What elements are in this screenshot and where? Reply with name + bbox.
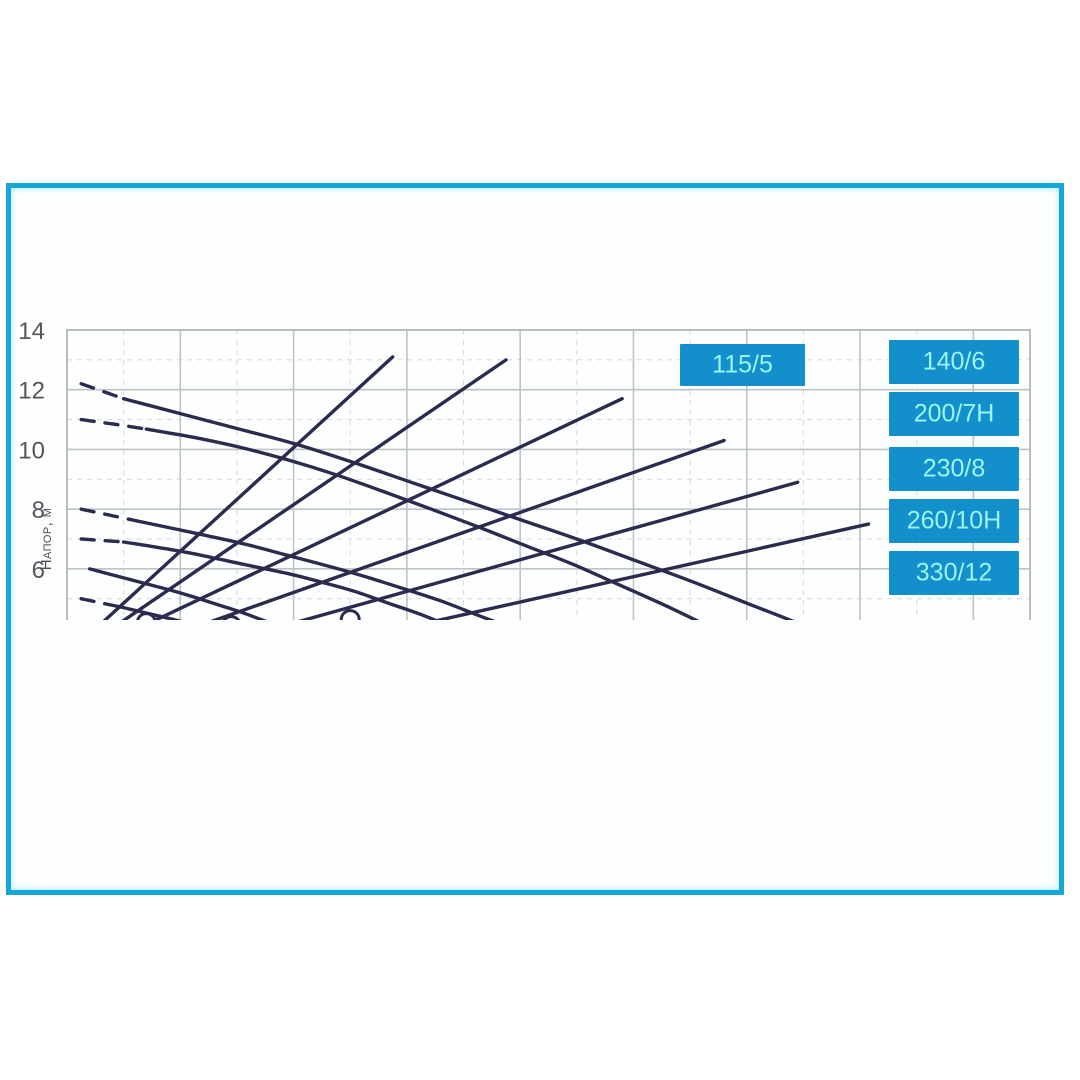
y-tick-14: 14	[18, 318, 45, 345]
legend-box-label: 330/12	[916, 559, 992, 587]
y-tick-4: 4	[32, 617, 45, 620]
legend-box-background	[889, 340, 1019, 384]
y-axis-tick-labels: 2468101214	[18, 318, 45, 620]
system-curve-3	[151, 396, 624, 620]
head-curve-dashed-start	[79, 597, 109, 606]
legend-box-230/8[interactable]: 230/8	[889, 447, 1019, 491]
system-curve-2	[121, 358, 508, 620]
y-tick-6: 6	[32, 557, 45, 584]
system-curve-1	[102, 355, 395, 620]
legend: 115/5 140/6 200/7H 230/8 260/10H 330/12	[680, 340, 1019, 595]
legend-box-label: 260/10H	[907, 507, 1002, 535]
legend-box-label: 230/8	[923, 455, 986, 483]
plot-border	[66, 329, 1031, 620]
head-curve-dashed-start	[79, 382, 126, 401]
legend-box-background	[889, 499, 1019, 543]
legend-box-background	[889, 551, 1019, 595]
head-curve-200/7H	[121, 540, 440, 620]
pump-performance-chart: 0204060801001201401601802002202402602803…	[18, 318, 1031, 620]
legend-box-260/10H[interactable]: 260/10H	[889, 499, 1019, 543]
y-tick-8: 8	[32, 497, 45, 524]
duty-point-140/6	[222, 615, 241, 620]
legend-box-background	[680, 344, 805, 386]
system-curve-5	[298, 480, 800, 620]
head-curve-dashed-start	[79, 537, 126, 544]
system-curves	[102, 355, 871, 620]
legend-box-115/5[interactable]: 115/5	[680, 344, 805, 386]
y-tick-10: 10	[18, 437, 45, 464]
head-curve-330/12	[121, 397, 795, 620]
head-curve-230/8	[127, 517, 496, 620]
duty-point-200/7H	[339, 609, 361, 620]
y-tick-12: 12	[18, 378, 45, 405]
y-axis-title: Напор, м	[38, 508, 55, 571]
legend-box-background	[889, 392, 1019, 436]
head-curve-260/10H	[144, 427, 700, 620]
grid-major	[66, 329, 1030, 620]
legend-box-200/7H[interactable]: 200/7H	[889, 392, 1019, 436]
duty-point-markers	[136, 609, 361, 620]
head-curve-dashed-start	[79, 507, 131, 521]
legend-box-background	[889, 447, 1019, 491]
head-curve-dashed-start	[79, 417, 148, 431]
system-curve-6	[431, 522, 871, 620]
legend-box-label: 200/7H	[914, 400, 995, 428]
legend-box-label: 140/6	[923, 348, 986, 376]
legend-box-140/6[interactable]: 140/6	[889, 340, 1019, 384]
duty-point-115/5	[136, 612, 157, 620]
chart-area: 0204060801001201401601802002202402602803…	[0, 120, 1080, 620]
legend-box-label: 115/5	[712, 351, 773, 379]
system-curve-4	[210, 438, 726, 620]
grid-minor	[67, 330, 1031, 620]
legend-box-330/12[interactable]: 330/12	[889, 551, 1019, 595]
